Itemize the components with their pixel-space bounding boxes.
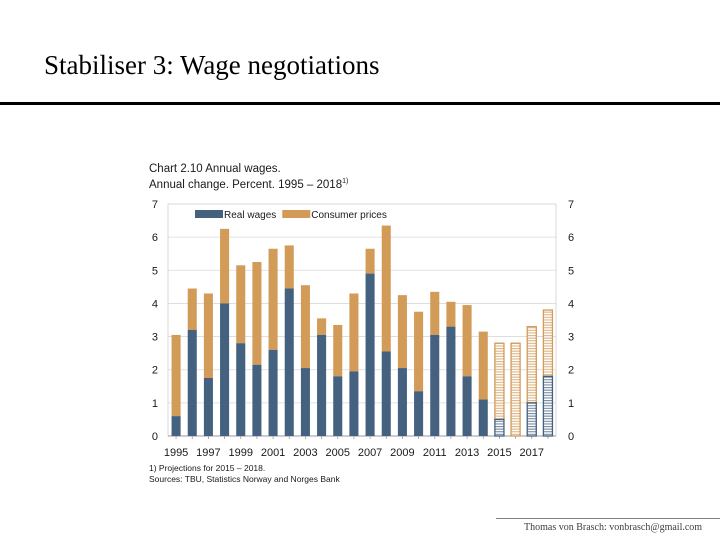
tick-labels: 0 0 1 1 2 2 3 3 4 4 5 5 6 6 7 7 1995 1997 1999 2001 2003 2005…	[152, 199, 574, 459]
annual-wages-chart: Real wages Consumer prices 0 0 1 1 2 2 3 3 4 4 5 5 6 6…	[152, 199, 574, 459]
x-tick-2013: 2013	[455, 447, 479, 459]
bar-consumer-prices-1995	[171, 334, 181, 417]
bar-consumer-prices-2014	[478, 331, 488, 400]
y-tick-right-1: 1	[568, 398, 574, 410]
bar-consumer-prices-2004	[317, 318, 327, 335]
x-tick-2009: 2009	[390, 447, 414, 459]
y-tick-right-2: 2	[568, 365, 574, 377]
bar-consumer-prices-2012	[446, 301, 456, 327]
bar-consumer-prices-2005	[333, 324, 343, 377]
legend: Real wages Consumer prices	[195, 210, 387, 221]
y-tick-left-3: 3	[152, 332, 158, 344]
bar-consumer-prices-1999	[236, 265, 246, 344]
bar-real-wages-2003	[300, 368, 310, 436]
bar-consumer-prices-2011	[430, 291, 440, 335]
y-tick-left-5: 5	[152, 265, 158, 277]
bar-real-wages-1998	[220, 303, 230, 436]
y-tick-left-2: 2	[152, 365, 158, 377]
y-tick-left-6: 6	[152, 232, 158, 244]
y-tick-left-0: 0	[152, 431, 158, 443]
x-tick-2011: 2011	[423, 447, 447, 459]
x-tick-2015: 2015	[487, 447, 511, 459]
bar-consumer-prices-2001	[268, 248, 278, 350]
x-tick-2001: 2001	[261, 447, 285, 459]
bar-consumer-prices-2000	[252, 262, 262, 365]
bar-consumer-prices-2006	[349, 293, 359, 372]
bar-real-wages-2011	[430, 334, 440, 436]
bars	[171, 225, 554, 437]
axes	[167, 203, 557, 439]
y-tick-left-7: 7	[152, 199, 158, 211]
bar-real-wages-2007	[365, 273, 375, 436]
legend-label-consumer-prices: Consumer prices	[311, 210, 387, 221]
bar-consumer-prices-2007	[365, 248, 375, 274]
bar-consumer-prices-2015	[494, 342, 505, 421]
slide-title: Stabiliser 3: Wage negotiations	[44, 50, 380, 80]
x-tick-2017: 2017	[520, 447, 544, 459]
bar-real-wages-2008	[381, 351, 391, 436]
bar-real-wages-2015	[494, 418, 505, 437]
x-tick-2007: 2007	[358, 447, 382, 459]
bar-real-wages-2014	[478, 399, 488, 436]
bar-real-wages-1997	[203, 378, 213, 436]
chart-title: Chart 2.10 Annual wages.	[149, 163, 281, 175]
bar-real-wages-2017	[526, 402, 537, 437]
legend-swatch-consumer-prices	[282, 210, 311, 218]
bar-consumer-prices-2010	[414, 311, 424, 392]
footer-author: Thomas von Brasch: vonbrasch@gmail.com	[524, 522, 703, 533]
bar-consumer-prices-2017	[526, 325, 537, 404]
bar-real-wages-1995	[171, 416, 181, 436]
y-tick-left-4: 4	[152, 298, 158, 310]
bar-real-wages-2013	[462, 376, 472, 436]
bar-real-wages-2010	[414, 391, 424, 436]
bar-real-wages-2005	[333, 376, 343, 436]
y-tick-right-7: 7	[568, 199, 574, 211]
y-tick-right-6: 6	[568, 232, 574, 244]
bar-consumer-prices-1998	[220, 228, 230, 304]
bar-real-wages-2002	[284, 288, 294, 436]
bar-consumer-prices-2018	[542, 309, 554, 377]
chart-subtitle-note: 1)	[342, 178, 349, 185]
y-tick-right-0: 0	[568, 431, 574, 443]
title-divider	[0, 102, 720, 105]
bar-consumer-prices-1997	[203, 293, 213, 378]
footnote-sources: Sources: TBU, Statistics Norway and Norg…	[149, 474, 340, 484]
x-tick-1999: 1999	[229, 447, 253, 459]
bar-real-wages-2012	[446, 326, 456, 436]
bar-real-wages-1999	[236, 343, 246, 436]
x-tick-2005: 2005	[326, 447, 350, 459]
footer-divider	[496, 518, 720, 519]
bar-consumer-prices-2008	[381, 225, 391, 352]
y-tick-right-5: 5	[568, 265, 574, 277]
legend-label-real-wages: Real wages	[224, 210, 276, 221]
bar-real-wages-2000	[252, 364, 262, 436]
bar-consumer-prices-1996	[187, 288, 197, 330]
y-tick-right-4: 4	[568, 298, 574, 310]
y-tick-left-1: 1	[152, 398, 158, 410]
footnote-projections: 1) Projections for 2015 – 2018.	[149, 463, 266, 473]
x-tick-1997: 1997	[196, 447, 220, 459]
bar-consumer-prices-2009	[397, 295, 407, 369]
bar-real-wages-2004	[317, 334, 327, 436]
bar-consumer-prices-2002	[284, 245, 294, 289]
y-tick-right-3: 3	[568, 332, 574, 344]
bar-real-wages-2009	[397, 368, 407, 436]
bar-real-wages-2006	[349, 371, 359, 436]
bar-consumer-prices-2003	[300, 285, 310, 369]
x-tick-1995: 1995	[164, 447, 188, 459]
bar-consumer-prices-2013	[462, 305, 472, 377]
chart-subtitle-text: Annual change. Percent. 1995 – 2018	[149, 178, 343, 191]
legend-swatch-real-wages	[195, 210, 223, 218]
x-tick-2003: 2003	[293, 447, 317, 459]
bar-real-wages-2018	[542, 375, 554, 437]
chart-subtitle: Annual change. Percent. 1995 – 20181)	[149, 178, 348, 191]
bar-real-wages-1996	[187, 329, 197, 436]
gridlines	[168, 236, 556, 404]
bar-real-wages-2001	[268, 349, 278, 436]
bar-consumer-prices-2016	[510, 342, 521, 437]
